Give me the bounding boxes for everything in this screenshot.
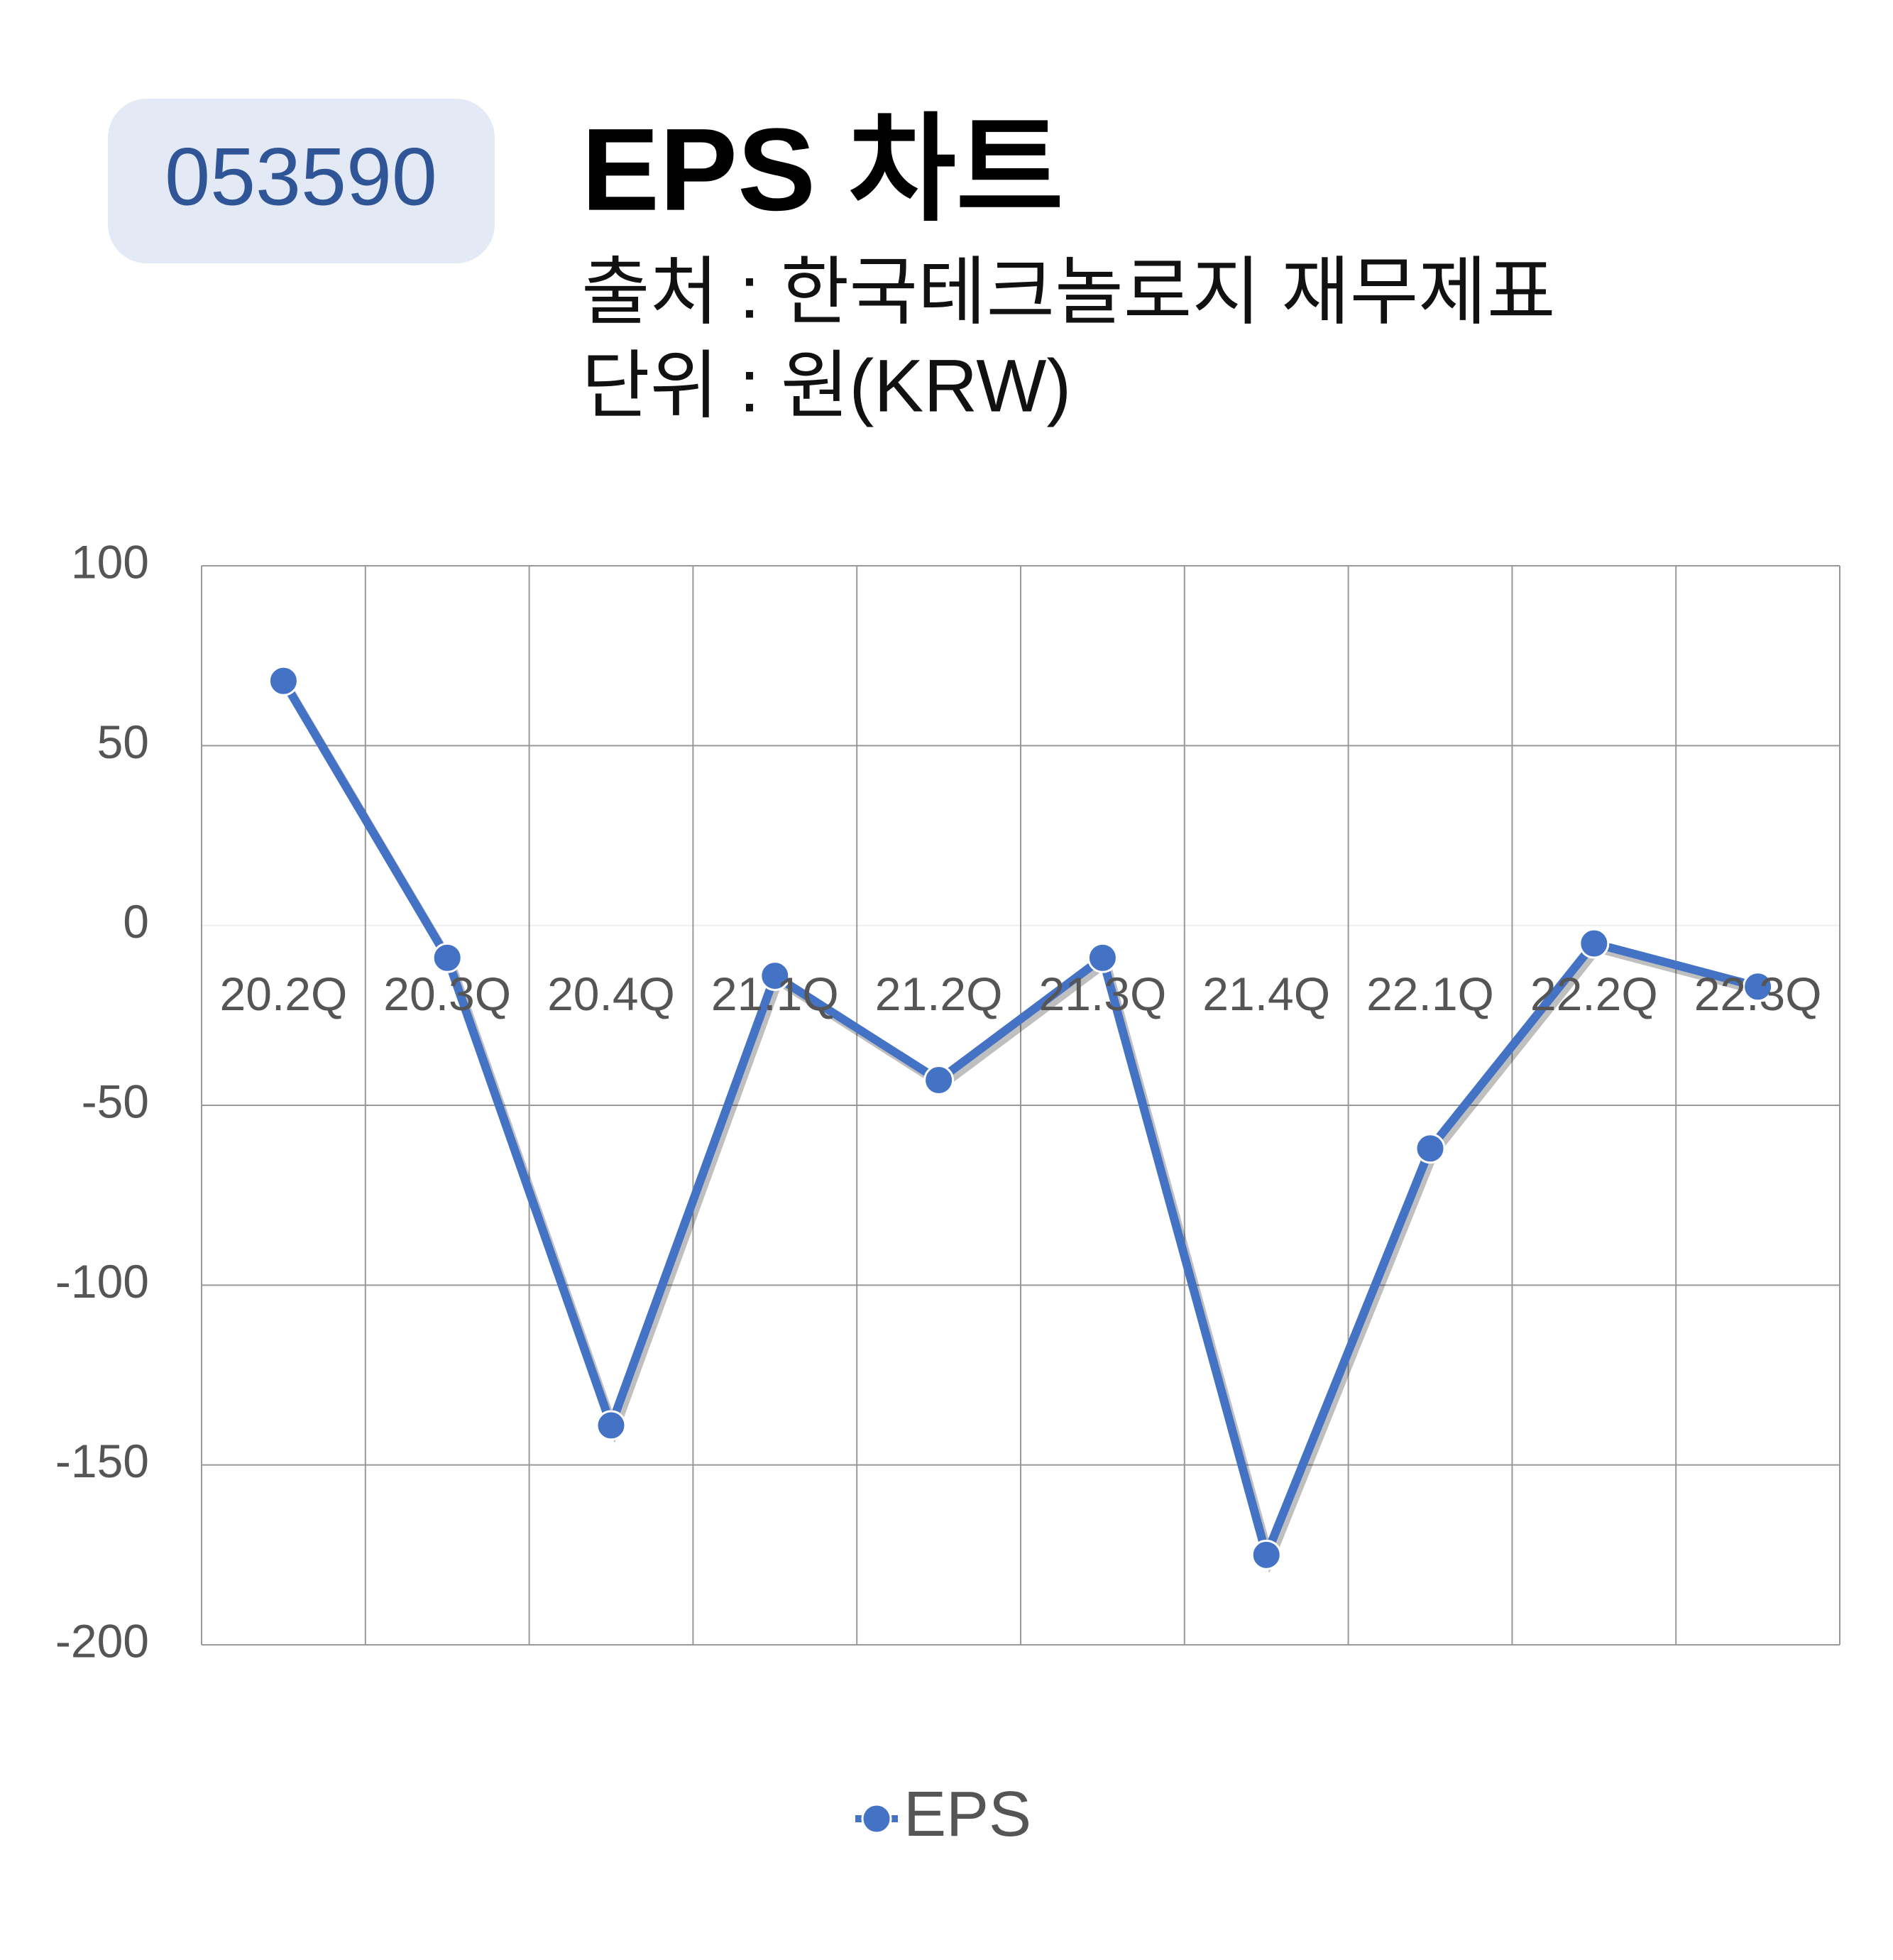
data-point — [1251, 1539, 1282, 1570]
source: 출처 : 한국테크놀로지 재무제표 — [581, 251, 1556, 334]
x-tick-label: 20.3Q — [383, 968, 511, 1020]
data-point — [759, 960, 791, 992]
data-point — [1415, 1133, 1446, 1164]
legend-label: EPS — [904, 1779, 1031, 1850]
x-tick-label: 20.2Q — [220, 968, 348, 1020]
x-tick-label: 20.4Q — [547, 968, 675, 1020]
data-point — [1579, 928, 1610, 959]
unit: 단위 : 원(KRW) — [581, 345, 1071, 428]
x-tick-label: 21.2Q — [875, 968, 1003, 1020]
grid — [201, 565, 1840, 1646]
series-line — [280, 679, 1760, 1560]
x-tick-label: 21.3Q — [1039, 968, 1167, 1020]
data-point — [432, 942, 463, 973]
chart-title: EPS 차트 — [581, 104, 1064, 235]
stock-code: 053590 — [165, 131, 437, 222]
x-tick-label: 22.2Q — [1530, 968, 1658, 1020]
x-tick-label: 21.1Q — [711, 968, 839, 1020]
y-tick-label: -50 — [82, 1075, 149, 1127]
y-tick-label: 0 — [123, 895, 149, 948]
y-tick-label: 100 — [71, 535, 149, 588]
data-point — [268, 665, 299, 696]
data-point — [1087, 942, 1118, 973]
data-point — [596, 1410, 627, 1441]
data-point — [1743, 971, 1774, 1002]
x-tick-label: 22.3Q — [1694, 968, 1822, 1020]
y-tick-label: -200 — [55, 1614, 149, 1667]
y-tick-label: -100 — [55, 1255, 149, 1308]
x-tick-label: 22.1Q — [1366, 968, 1494, 1020]
data-point — [923, 1065, 955, 1096]
code-badge — [108, 99, 495, 263]
legend-marker — [861, 1803, 892, 1834]
plot — [268, 665, 1774, 1574]
y-tick-label: 50 — [97, 716, 149, 768]
y-tick-label: -150 — [55, 1435, 149, 1487]
x-tick-label: 21.4Q — [1202, 968, 1330, 1020]
